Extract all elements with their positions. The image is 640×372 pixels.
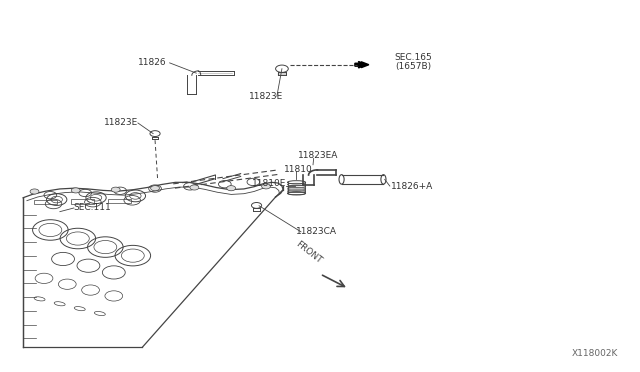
Text: 11823E: 11823E — [104, 118, 138, 128]
Text: SEC.111: SEC.111 — [74, 203, 111, 212]
Bar — [35, 200, 58, 204]
Circle shape — [71, 188, 80, 193]
Circle shape — [227, 186, 236, 191]
Bar — [71, 199, 94, 204]
Text: 11823EA: 11823EA — [298, 151, 339, 160]
Text: X118002K: X118002K — [572, 349, 618, 358]
Bar — [108, 199, 131, 203]
Text: 11826+A: 11826+A — [391, 182, 433, 190]
Text: (1657B): (1657B) — [395, 62, 431, 71]
Text: 11823E: 11823E — [249, 92, 283, 101]
Text: FRONT: FRONT — [294, 240, 323, 266]
Text: 11826: 11826 — [138, 58, 166, 67]
Circle shape — [150, 186, 159, 191]
Text: 11823CA: 11823CA — [296, 227, 337, 236]
Circle shape — [111, 187, 120, 192]
Text: SEC.165: SEC.165 — [395, 52, 433, 61]
FancyArrow shape — [355, 62, 369, 68]
Text: 11810: 11810 — [284, 165, 313, 174]
Circle shape — [190, 185, 199, 190]
Circle shape — [30, 189, 39, 194]
Text: 11810E: 11810E — [252, 179, 286, 188]
Circle shape — [262, 184, 271, 189]
